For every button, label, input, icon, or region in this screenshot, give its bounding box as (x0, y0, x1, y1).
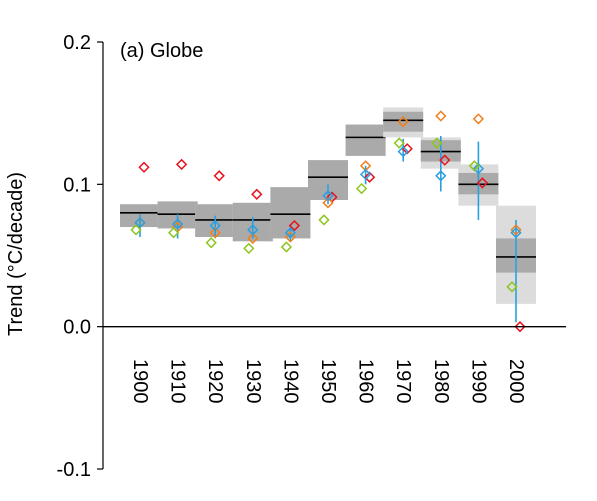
data-point-diamond (322, 190, 334, 202)
data-point-diamond (322, 197, 334, 209)
data-point-diamond (363, 171, 376, 183)
x-tick-label: 2000 (505, 359, 527, 404)
x-tick-label: 1930 (242, 359, 264, 404)
data-point-diamond (435, 110, 447, 122)
data-point-diamond (397, 145, 409, 158)
data-point-diamond (284, 227, 297, 239)
y-tick-label: 0.0 (63, 317, 91, 339)
x-tick-label: 1960 (355, 359, 377, 404)
data-point-diamond (476, 177, 489, 189)
data-point-diamond (284, 231, 297, 243)
data-point-diamond (205, 237, 217, 249)
ensemble-boxes (120, 107, 536, 304)
data-point-diamond (506, 281, 518, 293)
data-point-diamond (514, 321, 526, 333)
data-points (130, 110, 526, 333)
data-point-diamond (213, 170, 225, 182)
data-point-diamond (175, 158, 188, 171)
data-point-diamond (209, 219, 221, 232)
data-point-diamond (439, 154, 451, 166)
data-point-diamond (288, 219, 301, 232)
y-axis-label: Trend (°C/decade) (5, 172, 27, 336)
x-tick-label: 1970 (392, 359, 414, 404)
data-point-diamond (167, 227, 180, 239)
x-tick-label: 1920 (204, 359, 226, 404)
data-point-diamond (134, 217, 146, 229)
data-point-diamond (510, 227, 522, 239)
axis-layer: 0.2 0.1 0.0 -0.1 (57, 32, 104, 481)
data-point-diamond (468, 160, 481, 172)
data-point-diamond (393, 137, 405, 149)
data-point-diamond (359, 168, 372, 181)
x-tick-label: 1940 (279, 359, 301, 404)
data-point-diamond (130, 224, 142, 236)
data-point-diamond (510, 224, 522, 236)
data-point-diamond (209, 227, 221, 239)
data-point-diamond (243, 242, 255, 255)
data-point-diamond (435, 170, 447, 182)
x-tick-label: 1990 (467, 359, 489, 404)
x-tick-label: 1900 (129, 359, 151, 404)
panel-annotation: (a) Globe (120, 40, 203, 62)
x-tick-label: 1910 (167, 359, 189, 404)
ensemble-inner-box (345, 124, 386, 156)
data-point-diamond (318, 214, 330, 226)
y-tick-label: 0.2 (63, 32, 91, 54)
label-layer: 1900 1910 1920 1930 1940 1950 1960 1970 1980 1990… (5, 40, 527, 404)
x-tick-label: 1980 (430, 359, 452, 404)
data-point-diamond (247, 224, 259, 236)
data-point-diamond (472, 113, 485, 125)
data-point-diamond (472, 163, 485, 175)
data-point-diamond (171, 218, 184, 230)
data-point-diamond (355, 182, 368, 195)
data-point-diamond (138, 161, 150, 173)
ensemble-inner-box (383, 111, 424, 132)
data-point-diamond (247, 232, 259, 245)
y-tick-label: -0.1 (57, 459, 91, 481)
x-tick-label: 1950 (317, 359, 339, 404)
data-point-diamond (397, 116, 409, 128)
data-point-diamond (431, 137, 443, 149)
y-tick-label: 0.1 (63, 174, 91, 196)
data-point-diamond (251, 188, 263, 200)
data-point-diamond (280, 241, 293, 253)
